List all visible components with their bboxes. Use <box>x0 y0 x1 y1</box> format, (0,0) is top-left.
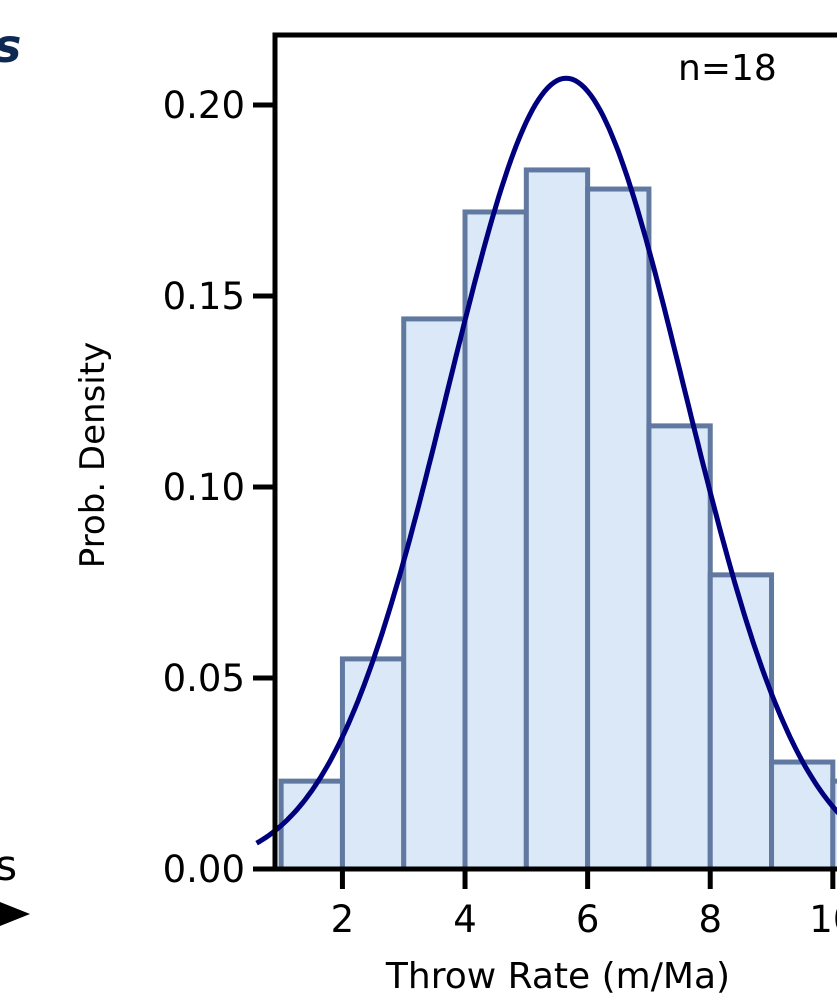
y-tick-label: 0.20 <box>163 84 245 127</box>
histogram-bar <box>585 186 652 872</box>
arrow-head-icon <box>0 902 30 926</box>
histogram-bar <box>707 572 775 872</box>
plot-frame <box>272 32 837 872</box>
x-axis-ticks: 2 4 6 8 10 <box>331 869 837 941</box>
histogram-bars <box>278 167 837 872</box>
x-tick-label: 2 <box>331 898 355 941</box>
fragment-text-bottom-left: rs <box>0 841 17 890</box>
y-axis-label: Prob. Density <box>73 342 113 568</box>
histogram-bar <box>830 778 837 872</box>
y-axis-ticks: 0.00 0.05 0.10 0.15 0.20 <box>163 84 275 891</box>
normal-fit-curve <box>255 75 837 846</box>
y-tick-label: 0.00 <box>163 848 245 891</box>
x-tick-label: 4 <box>453 898 477 941</box>
histogram-bar <box>769 759 836 872</box>
histogram-bar <box>401 316 468 872</box>
histogram-bar <box>646 423 713 872</box>
x-tick-label: 10 <box>809 898 837 941</box>
sample-count-annotation: n=18 <box>678 48 777 89</box>
histogram-bar <box>462 209 529 872</box>
x-axis-label: Throw Rate (m/Ma) <box>385 956 730 994</box>
y-tick-label: 0.10 <box>163 466 245 509</box>
y-tick-label: 0.15 <box>163 275 245 318</box>
histogram-bar <box>523 167 591 872</box>
y-tick-label: 0.05 <box>163 657 245 700</box>
x-tick-label: 8 <box>698 898 722 941</box>
fragment-text-top-left: s <box>0 19 21 73</box>
histogram-bar <box>339 656 407 872</box>
x-tick-label: 6 <box>576 898 600 941</box>
